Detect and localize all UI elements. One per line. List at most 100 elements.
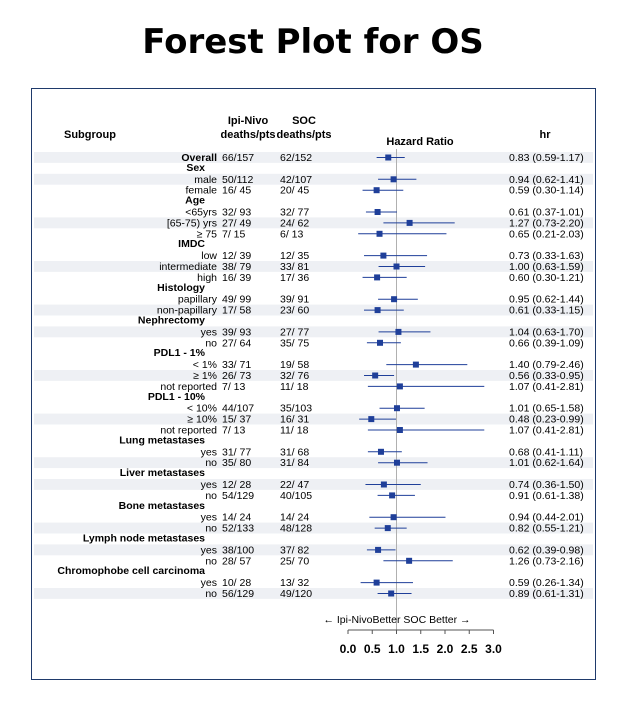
subgroup-heading: Age [185,195,205,207]
soc-header-line1: SOC [292,115,316,127]
subgroup-heading: IMDC [178,238,205,250]
x-tick-label: 1.5 [412,642,429,656]
hr-value: 0.68 (0.41-1.11) [509,446,583,458]
hr-marker [377,339,384,346]
row-label: low [201,250,217,262]
subgroup-heading: Lung metastases [119,434,205,446]
row-label: intermediate [159,261,217,273]
row-label: [65-75) yrs [167,217,217,229]
ipinivo-count: 12/ 28 [222,479,251,491]
soc-count: 19/ 58 [280,359,309,371]
hr-value: 0.48 (0.23-0.99) [509,414,584,426]
x-tick-label: 3.0 [485,642,502,656]
hr-marker [388,590,395,597]
soc-count: 39/ 91 [280,294,309,306]
row-stripe [34,544,593,556]
soc-count: 22/ 47 [280,479,309,491]
soc-count: 16/ 31 [280,414,309,426]
hr-value: 1.26 (0.73-2.16) [509,555,584,567]
soc-count: 48/128 [280,523,312,535]
ipinivo-count: 49/ 99 [222,294,251,306]
subgroup-heading: Bone metastases [119,500,206,512]
hr-marker [412,361,419,368]
page-title: Forest Plot for OS [142,22,484,62]
row-label: yes [201,512,217,524]
hr-value: 0.89 (0.61-1.31) [509,588,584,600]
hr-marker [372,372,379,379]
soc-count: 40/105 [280,490,312,502]
ipinivo-count: 17/ 58 [222,305,251,317]
row-label: yes [201,577,217,589]
hr-marker [374,209,381,215]
subgroup-heading: PDL1 - 1% [154,347,206,359]
hr-value: 1.27 (0.73-2.20) [509,217,584,229]
hr-value: 0.61 (0.33-1.15) [509,305,584,317]
hr-marker [390,514,397,521]
ipinivo-count: 26/ 73 [222,370,251,382]
row-stripe [34,457,593,469]
hr-marker [406,557,413,564]
hr-value: 0.62 (0.39-0.98) [509,544,584,556]
hr-marker [393,263,400,270]
row-stripe [34,522,593,534]
hr-value: 0.91 (0.61-1.38) [509,490,584,502]
subgroup-heading: Chromophobe cell carcinoma [57,565,205,577]
subgroup-heading: Sex [186,162,205,174]
subgroup-heading: Lymph node metastases [83,533,205,545]
row-label: ≥ 1% [193,370,217,382]
hr-value: 1.07 (0.41-2.81) [509,381,584,393]
subgroup-heading: Histology [157,282,205,294]
hr-marker [375,546,382,553]
ipinivo-count: 52/133 [222,523,254,535]
row-label: < 10% [187,403,217,415]
ipinivo-count: 38/100 [222,544,254,556]
ipinivo-count: 7/ 15 [222,228,246,240]
soc-count: 25/ 70 [280,555,309,567]
row-label: no [205,588,217,600]
soc-count: 35/ 75 [280,337,309,349]
row-label: <65yrs [185,207,217,219]
row-label: yes [201,446,217,458]
ipinivo-count: 50/112 [222,174,253,186]
row-label: male [194,174,217,186]
subgroup-heading: PDL1 - 10% [148,391,206,403]
ipinivo-count: 27/ 64 [222,337,251,349]
row-stripe [34,479,593,490]
row-stripe [34,217,593,229]
hr-marker [373,187,380,194]
hr-marker [385,154,392,161]
hr-value: 0.82 (0.55-1.21) [509,523,584,535]
hr-marker [389,492,396,499]
hr-marker [376,230,383,237]
hr-value: 1.40 (0.79-2.46) [509,359,584,371]
soc-count: 27/ 77 [280,326,309,338]
row-label: ≥ 10% [187,414,217,426]
hr-marker [374,274,381,281]
hr-value: 0.60 (0.30-1.21) [509,272,584,284]
row-stripe [34,413,593,425]
row-label: no [205,555,217,567]
hr-marker [368,416,375,423]
row-stripe [34,304,593,316]
soc-count: 31/ 68 [280,446,309,458]
row-label: papillary [178,294,218,306]
row-stripe [34,173,593,185]
row-label: no [205,457,217,469]
row-label: Overall [181,152,217,164]
hr-value: 1.04 (0.63-1.70) [509,326,584,338]
hr-marker [396,427,403,433]
row-label: no [205,490,217,502]
row-label: not reported [160,425,217,437]
row-stripe [34,588,593,599]
hr-value: 0.66 (0.39-1.09) [509,337,584,349]
forest-rows: Overall 66/157 62/152 0.83 (0.59-1.17) Sexma… [57,152,583,600]
row-label: yes [201,544,217,556]
ipinivo-count: 66/157 [222,152,254,164]
row-label: female [185,185,217,197]
row-label: no [205,523,217,535]
hr-marker [395,328,402,335]
hr-marker [373,579,380,586]
row-label: not reported [160,381,217,393]
hr-value: 0.56 (0.33-0.95) [509,370,584,382]
